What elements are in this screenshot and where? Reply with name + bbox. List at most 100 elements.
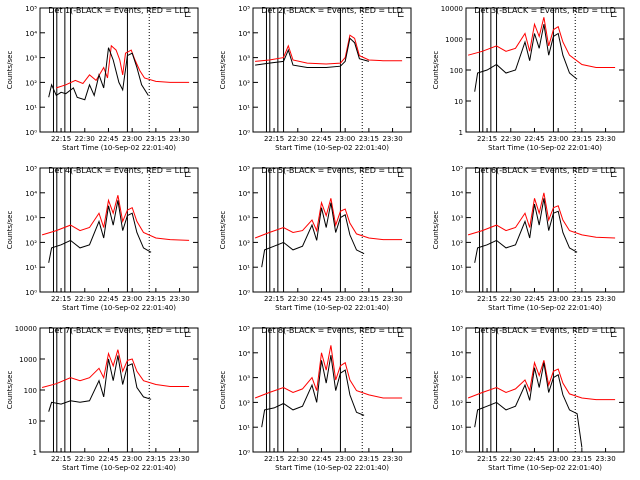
series-line-events <box>474 198 578 263</box>
plot-frame <box>252 7 412 133</box>
x-tick-label: 22:15 <box>264 135 284 143</box>
x-tick-label: 23:30 <box>595 295 615 303</box>
y-tick-label: 10⁰ <box>25 129 37 137</box>
y-tick-label: 10¹ <box>238 104 250 112</box>
x-tick-label: 22:15 <box>477 455 497 463</box>
x-tick-label: 23:00 <box>335 295 355 303</box>
y-tick-label: 10³ <box>451 375 463 383</box>
y-tick-label: 10⁵ <box>451 325 463 333</box>
x-tick-label: 22:15 <box>51 295 71 303</box>
series-line-lld <box>467 192 616 239</box>
x-tick-label: 22:30 <box>75 135 95 143</box>
y-tick-label: 10¹ <box>238 424 250 432</box>
x-tick-label: 23:30 <box>169 135 189 143</box>
y-tick-label: 10⁰ <box>451 289 463 297</box>
series-line-events <box>255 37 370 68</box>
bracket-label: ⊏ <box>397 330 405 340</box>
y-tick-label: 10⁴ <box>25 30 37 38</box>
y-tick-label: 10¹ <box>451 424 463 432</box>
y-tick-label: 10⁴ <box>25 190 37 198</box>
y-tick-label: 1 <box>459 129 463 137</box>
x-tick-label: 22:15 <box>264 295 284 303</box>
series-line-lld <box>467 360 616 401</box>
plot-frame <box>39 7 199 133</box>
y-axis-label: Counts/sec <box>432 51 440 90</box>
x-tick-label: 23:15 <box>146 295 166 303</box>
panel-title: Det 1(-BLACK = Events, RED = LLD <box>48 6 189 15</box>
series-line-events <box>474 24 578 92</box>
x-tick-label: 23:30 <box>382 455 402 463</box>
x-tick-label: 23:15 <box>572 295 592 303</box>
x-tick-label: 22:45 <box>524 455 544 463</box>
y-tick-label: 10⁴ <box>451 350 463 358</box>
x-tick-label: 23:15 <box>572 455 592 463</box>
panel-title: Det 9(-BLACK = Events, RED = LLD <box>474 326 615 335</box>
y-tick-label: 10² <box>451 239 463 247</box>
x-tick-label: 23:30 <box>595 455 615 463</box>
y-axis-label: Counts/sec <box>6 211 14 250</box>
series-line-events <box>48 355 152 412</box>
x-tick-label: 23:30 <box>382 135 402 143</box>
series-line-lld <box>254 198 403 241</box>
y-tick-label: 10⁵ <box>451 165 463 173</box>
x-tick-label: 23:00 <box>548 455 568 463</box>
y-tick-label: 10⁵ <box>238 325 250 333</box>
x-axis-label: Start Time (10-Sep-02 22:01:40) <box>62 144 176 152</box>
x-tick-label: 22:45 <box>311 135 331 143</box>
x-axis-label: Start Time (10-Sep-02 22:01:40) <box>275 464 389 472</box>
y-tick-label: 10⁰ <box>238 289 250 297</box>
x-tick-label: 22:30 <box>501 455 521 463</box>
series-line-events <box>474 362 583 448</box>
plot-frame <box>252 167 412 293</box>
x-tick-label: 22:15 <box>477 295 497 303</box>
x-tick-label: 23:30 <box>169 295 189 303</box>
x-tick-label: 23:30 <box>169 455 189 463</box>
panel-8: Det 8(-BLACK = Events, RED = LLD⊏ 10⁰ 10¹ 1… <box>219 325 412 472</box>
panel-title: Det 2(-BLACK = Events, RED = LLD <box>261 6 402 15</box>
y-tick-label: 1000 <box>19 356 37 364</box>
x-tick-label: 23:30 <box>595 135 615 143</box>
series-line-events <box>48 200 152 263</box>
x-axis-label: Start Time (10-Sep-02 22:01:40) <box>62 304 176 312</box>
y-tick-label: 10⁵ <box>25 165 37 173</box>
y-tick-label: 10¹ <box>451 264 463 272</box>
x-tick-label: 22:15 <box>264 455 284 463</box>
y-tick-label: 100 <box>24 387 37 395</box>
y-axis-label: Counts/sec <box>6 371 14 410</box>
y-tick-label: 10² <box>238 79 250 87</box>
series-line-lld <box>255 34 403 65</box>
y-axis-label: Counts/sec <box>219 211 227 250</box>
x-axis-label: Start Time (10-Sep-02 22:01:40) <box>275 144 389 152</box>
panel-2: Det 2(-BLACK = Events, RED = LLD⊏ 10⁰ 10¹ 1… <box>219 5 412 152</box>
x-tick-label: 22:30 <box>288 455 308 463</box>
x-tick-label: 23:15 <box>146 455 166 463</box>
x-axis-label: Start Time (10-Sep-02 22:01:40) <box>488 144 602 152</box>
bracket-label: ⊏ <box>184 170 192 180</box>
x-tick-label: 22:30 <box>501 295 521 303</box>
panel-title: Det 5(-BLACK = Events, RED = LLD <box>261 166 402 175</box>
panel-title: Det 4(-BLACK = Events, RED = LLD <box>48 166 189 175</box>
y-axis-label: Counts/sec <box>432 371 440 410</box>
x-tick-label: 22:45 <box>524 135 544 143</box>
y-tick-label: 10³ <box>451 215 463 223</box>
x-tick-label: 22:45 <box>98 135 118 143</box>
y-tick-label: 10000 <box>441 5 463 13</box>
y-tick-label: 10³ <box>238 215 250 223</box>
x-tick-label: 22:15 <box>477 135 497 143</box>
plot-frame <box>39 327 199 453</box>
y-tick-label: 10² <box>238 399 250 407</box>
x-tick-label: 22:45 <box>98 295 118 303</box>
x-axis-label: Start Time (10-Sep-02 22:01:40) <box>62 464 176 472</box>
y-tick-label: 10⁴ <box>238 30 250 38</box>
bracket-label: ⊏ <box>184 10 192 20</box>
x-tick-label: 22:45 <box>311 455 331 463</box>
y-axis-label: Counts/sec <box>432 211 440 250</box>
x-tick-label: 23:15 <box>359 135 379 143</box>
x-tick-label: 22:30 <box>288 295 308 303</box>
x-tick-label: 23:00 <box>548 135 568 143</box>
bracket-label: ⊏ <box>397 170 405 180</box>
panel-4: Det 4(-BLACK = Events, RED = LLD⊏ 10⁰ 10¹ 1… <box>6 165 199 312</box>
y-tick-label: 10¹ <box>238 264 250 272</box>
x-tick-label: 22:30 <box>288 135 308 143</box>
